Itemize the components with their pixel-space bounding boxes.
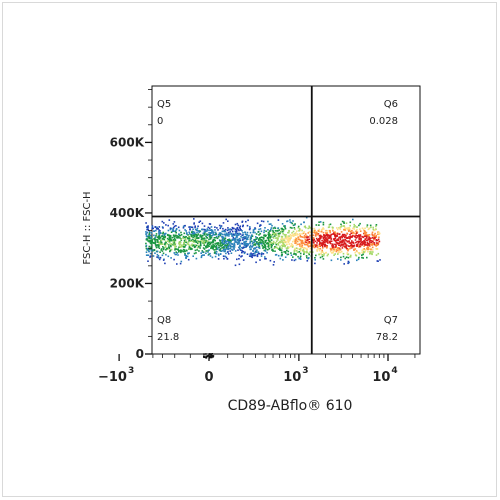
y-tick-label: 400K <box>110 206 145 220</box>
quadrant-labels: Q5 0 Q6 0.028 Q7 78.2 Q8 21.8 <box>157 99 398 343</box>
quadrant-q5: Q5 0 <box>157 99 171 127</box>
quadrant-q7: Q7 78.2 <box>376 315 398 343</box>
x-tick-label: −103 <box>98 366 134 385</box>
quadrant-name: Q5 <box>157 99 171 110</box>
quadrant-q8: Q8 21.8 <box>157 315 179 343</box>
quadrant-percent: 78.2 <box>376 332 398 343</box>
quadrant-percent: 0 <box>157 116 163 127</box>
y-axis-label: FSC-H :: FSC-H <box>82 191 93 264</box>
quadrant-percent: 21.8 <box>157 332 179 343</box>
quadrant-gates <box>152 86 420 354</box>
quadrant-percent: 0.028 <box>369 116 398 127</box>
quadrant-name: Q6 <box>384 99 398 110</box>
y-tick-label: 600K <box>110 135 145 149</box>
quadrant-name: Q7 <box>384 315 398 326</box>
x-tick-label: 0 <box>204 370 213 385</box>
y-tick-label: 0 <box>136 347 144 361</box>
quadrant-name: Q8 <box>157 315 171 326</box>
quadrant-q6: Q6 0.028 <box>369 99 398 127</box>
x-tick-label: 104 <box>372 366 397 385</box>
x-tick-label: 103 <box>283 366 308 385</box>
x-axis-label: CD89-ABflo® 610 <box>228 398 353 414</box>
y-tick-label: 200K <box>110 276 145 290</box>
plot-area <box>151 85 421 355</box>
event-dots <box>145 216 381 359</box>
